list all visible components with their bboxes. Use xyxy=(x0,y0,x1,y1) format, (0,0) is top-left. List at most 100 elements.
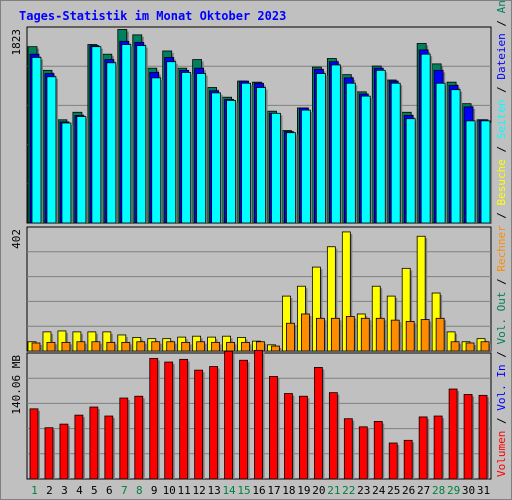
x-tick-label-day-27: 27 xyxy=(417,484,430,497)
bar-rechner-day-14 xyxy=(226,341,235,352)
bar-volumen-day-5 xyxy=(89,406,99,480)
bar-seiten-day-13 xyxy=(211,92,222,224)
bar-volumen-day-8 xyxy=(134,395,144,480)
bar-volumen-day-2 xyxy=(44,427,54,480)
bar-rechner-day-11 xyxy=(181,341,191,352)
x-tick-label-day-14: 14 xyxy=(222,484,236,497)
bar-seiten-day-14 xyxy=(226,100,236,224)
legend-entry-dateien: Dateien xyxy=(495,33,508,79)
legend-separator: / xyxy=(495,80,508,100)
bar-seiten-day-30 xyxy=(465,120,476,224)
x-tick-label-day-8: 8 xyxy=(136,484,143,497)
bar-volumen-day-24 xyxy=(373,421,383,480)
legend-entry-anfragen: Anfragen xyxy=(495,1,508,13)
bar-rechner-day-26 xyxy=(405,320,415,352)
x-tick-label-day-21: 21 xyxy=(327,484,340,497)
bar-volumen-day-4 xyxy=(74,414,84,480)
legend-entry-seiten: Seiten xyxy=(495,99,508,139)
bar-rechner-day-21 xyxy=(330,317,340,352)
bar-rechner-day-31 xyxy=(480,341,490,352)
bar-rechner-day-12 xyxy=(196,341,206,352)
bar-rechner-day-13 xyxy=(211,341,221,352)
bar-volumen-day-10 xyxy=(164,361,174,480)
x-tick-label-day-12: 12 xyxy=(193,484,206,497)
panel-1-y-max-label: 1823 xyxy=(10,29,23,56)
bar-rechner-day-22 xyxy=(345,316,355,352)
x-tick-label-day-18: 18 xyxy=(282,484,295,497)
bar-volumen-day-30 xyxy=(463,394,473,480)
bar-volumen-day-19 xyxy=(299,395,308,480)
x-tick-label-day-16: 16 xyxy=(252,484,265,497)
bar-rechner-day-7 xyxy=(121,341,131,352)
x-tick-label-day-25: 25 xyxy=(387,484,400,497)
bar-seiten-day-27 xyxy=(420,53,431,224)
bar-volumen-day-3 xyxy=(59,423,69,480)
bar-seiten-day-8 xyxy=(136,45,147,224)
bar-volumen-day-14 xyxy=(224,350,233,480)
bar-seiten-day-4 xyxy=(76,116,87,224)
bar-volumen-day-21 xyxy=(328,392,338,480)
bar-rechner-day-20 xyxy=(315,317,325,352)
bar-seiten-day-9 xyxy=(151,77,162,224)
bar-seiten-day-16 xyxy=(256,87,266,224)
x-tick-label-day-5: 5 xyxy=(91,484,98,497)
bar-volumen-day-29 xyxy=(448,388,458,480)
bar-seiten-day-5 xyxy=(91,46,102,224)
bar-seiten-day-26 xyxy=(405,118,416,224)
bar-seiten-day-15 xyxy=(241,82,251,224)
bar-rechner-day-4 xyxy=(76,341,86,352)
x-tick-label-day-6: 6 xyxy=(106,484,113,497)
bar-seiten-day-3 xyxy=(61,122,72,224)
bar-volumen-day-17 xyxy=(269,376,278,480)
legend-separator: / xyxy=(495,205,508,225)
bar-rechner-day-24 xyxy=(375,317,385,352)
x-tick-label-day-7: 7 xyxy=(121,484,128,497)
bar-rechner-day-9 xyxy=(151,341,161,352)
bar-seiten-day-6 xyxy=(106,62,117,224)
bar-volumen-day-13 xyxy=(209,366,219,480)
bar-volumen-day-11 xyxy=(179,358,189,480)
bar-seiten-day-31 xyxy=(480,120,491,224)
bar-volumen-day-23 xyxy=(358,426,368,480)
bar-seiten-day-17 xyxy=(271,112,281,224)
bar-volumen-day-9 xyxy=(149,358,159,480)
bar-volumen-day-22 xyxy=(343,418,353,480)
legend-separator: / xyxy=(495,13,508,33)
bar-volumen-day-7 xyxy=(119,397,129,480)
legend-separator: / xyxy=(495,345,508,365)
x-tick-label-day-20: 20 xyxy=(312,484,325,497)
legend-entry-vol-in: Vol. In xyxy=(495,364,508,410)
bar-rechner-day-30 xyxy=(465,342,475,352)
chart-title: Tages-Statistik im Monat Oktober 2023 xyxy=(19,9,287,23)
bar-rechner-day-16 xyxy=(256,341,265,352)
x-tick-label-day-19: 19 xyxy=(297,484,310,497)
legend-entry-besuche: Besuche xyxy=(495,159,508,205)
x-tick-label-day-31: 31 xyxy=(477,484,490,497)
x-tick-label-day-23: 23 xyxy=(357,484,370,497)
legend-entry-volumen: Volumen xyxy=(495,431,508,477)
x-tick-label-day-2: 2 xyxy=(46,484,53,497)
bar-rechner-day-28 xyxy=(435,317,445,352)
x-tick-label-day-10: 10 xyxy=(163,484,176,497)
bar-volumen-day-18 xyxy=(284,393,293,480)
bar-rechner-day-8 xyxy=(136,341,146,352)
x-tick-label-day-24: 24 xyxy=(372,484,386,497)
bar-rechner-day-1 xyxy=(31,342,41,352)
bar-volumen-day-27 xyxy=(418,416,428,480)
bar-volumen-day-31 xyxy=(478,394,488,480)
bar-rechner-day-15 xyxy=(241,341,250,352)
x-tick-label-day-9: 9 xyxy=(151,484,158,497)
x-tick-label-day-28: 28 xyxy=(432,484,445,497)
bar-seiten-day-11 xyxy=(181,72,192,224)
panel-3-y-max-label: 140.06 MB xyxy=(10,355,23,415)
legend-separator: / xyxy=(495,411,508,431)
panel-2-y-max-label: 402 xyxy=(10,229,23,249)
bar-seiten-day-25 xyxy=(390,82,401,224)
bar-seiten-day-10 xyxy=(166,61,177,224)
right-legend: Volumen / Vol. In / Vol. Out / Rechner /… xyxy=(495,1,508,477)
x-tick-label-day-3: 3 xyxy=(61,484,68,497)
bar-rechner-day-19 xyxy=(301,313,310,352)
bar-seiten-day-28 xyxy=(435,82,446,224)
bar-rechner-day-17 xyxy=(271,345,280,352)
